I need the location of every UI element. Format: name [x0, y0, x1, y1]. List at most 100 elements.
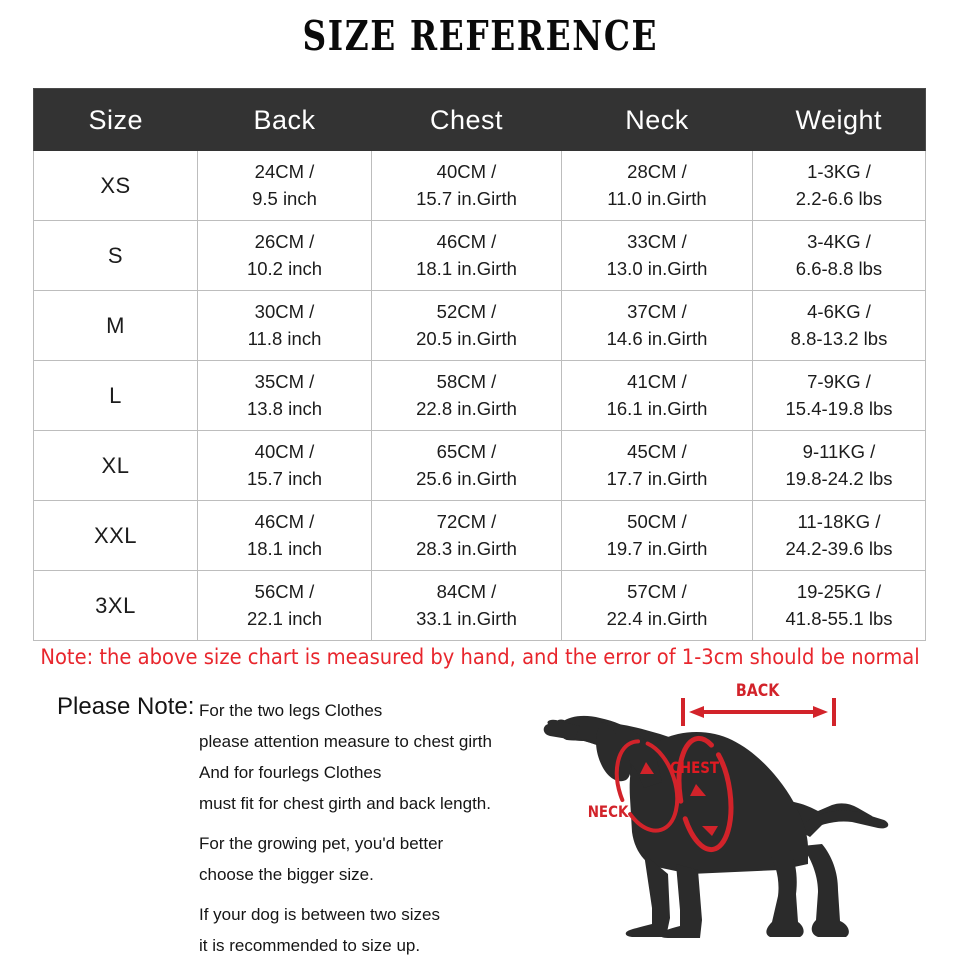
chest-label: CHEST — [670, 759, 719, 777]
cell-line-kg: 11-18KG / — [797, 511, 881, 533]
note-line: please attention measure to chest girth — [199, 732, 492, 751]
neck-girth-ellipse — [614, 739, 680, 833]
column-header-neck: Neck — [561, 88, 753, 151]
cell-neck: 37CM / 14.6 in.Girth — [561, 290, 753, 361]
cell-line-cm: 33CM / — [627, 231, 687, 253]
dog-hind-leg-2-shape — [802, 844, 849, 937]
cell-weight: 3-4KG / 6.6-8.8 lbs — [752, 220, 926, 291]
chest-arrow-head — [690, 784, 706, 796]
chest-measurement-annotation — [676, 735, 734, 853]
dog-ear-shape — [596, 722, 631, 782]
cell-line-cm: 72CM / — [436, 511, 497, 533]
cell-line-cm: 35CM / — [254, 371, 315, 393]
table-row: 3XL 56CM /22.1 inch 84CM /33.1 in.Girth … — [33, 570, 926, 641]
cell-chest: 40CM / 15.7 in.Girth — [371, 151, 562, 221]
cell-line-in: 14.6 in.Girth — [606, 327, 708, 349]
cell-size: XL — [33, 430, 198, 501]
table-header: Size Back Chest Neck Weight — [33, 88, 926, 151]
neck-arrow-head — [640, 762, 654, 774]
cell-line-cm: 40CM / — [254, 441, 315, 463]
cell-neck: 28CM / 11.0 in.Girth — [561, 151, 753, 221]
cell-line-cm: 40CM / — [436, 161, 497, 183]
cell-line-in: 22.8 in.Girth — [416, 397, 517, 419]
cell-line-cm: 65CM / — [436, 441, 497, 463]
cell-neck: 57CM / 22.4 in.Girth — [561, 570, 753, 641]
cell-size: L — [33, 360, 198, 431]
column-header-back: Back — [197, 88, 372, 151]
cell-line-in: 33.1 in.Girth — [416, 607, 517, 629]
cell-line-cm: 84CM / — [436, 581, 497, 603]
cell-chest: 52CM / 20.5 in.Girth — [371, 290, 562, 361]
cell-line-in: 20.5 in.Girth — [416, 327, 517, 349]
page-title-container: SIZE REFERENCE — [0, 16, 960, 57]
dog-muzzle-shape — [543, 719, 580, 740]
neck-label: NECK — [588, 803, 629, 821]
cell-neck: 41CM / 16.1 in.Girth — [561, 360, 753, 431]
cell-line-lbs: 24.2-39.6 lbs — [785, 537, 893, 559]
cell-line-kg: 9-11KG / — [802, 441, 876, 463]
please-note-label: Please Note: — [57, 693, 195, 720]
cell-line-lbs: 19.8-24.2 lbs — [785, 467, 893, 489]
cell-back: 26CM / 10.2 inch — [197, 220, 372, 291]
chest-arrow-head-2 — [702, 826, 718, 836]
cell-line-cm: 30CM / — [254, 301, 315, 323]
cell-line-in: 11.8 inch — [247, 327, 322, 349]
dog-tail-shape — [806, 810, 889, 832]
dog-torso-shape — [629, 732, 808, 874]
cell-weight: 9-11KG / 19.8-24.2 lbs — [752, 430, 926, 501]
cell-line-cm: 56CM / — [254, 581, 315, 603]
table-row: S 26CM / 10.2 inch 46CM / 18.1 in.Girth 33… — [33, 220, 926, 291]
note-line: it is recommended to size up. — [199, 936, 421, 955]
cell-back: 30CM / 11.8 inch — [197, 290, 372, 361]
dog-measurement-diagram: BACK CHEST NECK — [540, 678, 960, 960]
cell-neck: 45CM / 17.7 in.Girth — [561, 430, 753, 501]
cell-back: 56CM / 22.1 inch — [197, 570, 372, 641]
back-measurement-annotation — [681, 698, 836, 726]
cell-line-cm: 45CM / — [627, 441, 687, 463]
column-header-weight: Weight — [752, 88, 926, 151]
note-line: For the two legs Clothes — [199, 701, 383, 720]
cell-neck: 50CM / 19.7 in.Girth — [561, 500, 753, 571]
cell-weight: 1-3KG / 2.2-6.6 lbs — [752, 151, 926, 221]
back-arrow-head-left — [689, 706, 704, 718]
cell-line-cm: 46CM / — [254, 511, 315, 533]
cell-weight: 4-6KG / 8.8-13.2 lbs — [752, 290, 926, 361]
cell-line-kg: 3-4KG / — [807, 231, 871, 253]
cell-line-in: 13.0 in.Girth — [606, 257, 708, 279]
cell-size: XXL — [33, 500, 198, 571]
note-line: If your dog is between two sizes — [199, 905, 440, 924]
cell-line-lbs: 15.4-19.8 lbs — [785, 397, 893, 419]
cell-chest: 65CM / 25.6 in.Girth — [371, 430, 562, 501]
cell-size: M — [33, 290, 198, 361]
cell-line-cm: 24CM / — [254, 161, 315, 183]
neck-measurement-annotation — [614, 739, 680, 833]
cell-chest: 46CM / 18.1 in.Girth — [371, 220, 562, 291]
table-row: XS 24CM / 9.5 inch 40CM / 15.7 in.Girth 28… — [33, 151, 926, 221]
column-header-size: Size — [33, 88, 198, 151]
cell-line-kg: 19-25KG / — [796, 581, 882, 603]
cell-line-in: 18.1 inch — [246, 537, 323, 559]
note-line: And for fourlegs Clothes — [199, 763, 382, 782]
cell-line-in: 22.1 inch — [246, 607, 323, 629]
note-line: For the growing pet, you'd better — [199, 834, 444, 853]
cell-line-kg: 1-3KG / — [807, 161, 871, 183]
cell-line-in: 15.7 inch — [246, 467, 323, 489]
cell-chest: 72CM / 28.3 in.Girth — [371, 500, 562, 571]
size-reference-table: Size Back Chest Neck Weight XS 24CM / 9.5… — [33, 88, 926, 641]
cell-line-in: 11.0 in.Girth — [607, 187, 707, 209]
cell-line-in: 10.2 inch — [246, 257, 323, 279]
cell-line-lbs: 41.8-55.1 lbs — [785, 607, 893, 629]
table-row: M 30CM / 11.8 inch 52CM / 20.5 in.Girth 37… — [33, 290, 926, 361]
cell-neck: 33CM / 13.0 in.Girth — [561, 220, 753, 291]
cell-line-cm: 50CM / — [627, 511, 687, 533]
please-note-lines: For the two legs Clothes please attentio… — [199, 695, 539, 961]
dog-front-leg-2-shape — [660, 864, 702, 938]
note-group: If your dog is between two sizes it is r… — [199, 899, 539, 961]
cell-back: 35CM / 13.8 inch — [197, 360, 372, 431]
note-group: For the two legs Clothes please attentio… — [199, 695, 539, 819]
note-group: For the growing pet, you'd better choose… — [199, 828, 539, 890]
table-row: L 35CM / 13.8 inch 58CM / 22.8 in.Girth 41… — [33, 360, 926, 431]
cell-line-in: 18.1 in.Girth — [416, 257, 517, 279]
cell-chest: 58CM / 22.8 in.Girth — [371, 360, 562, 431]
cell-back: 40CM / 15.7 inch — [197, 430, 372, 501]
